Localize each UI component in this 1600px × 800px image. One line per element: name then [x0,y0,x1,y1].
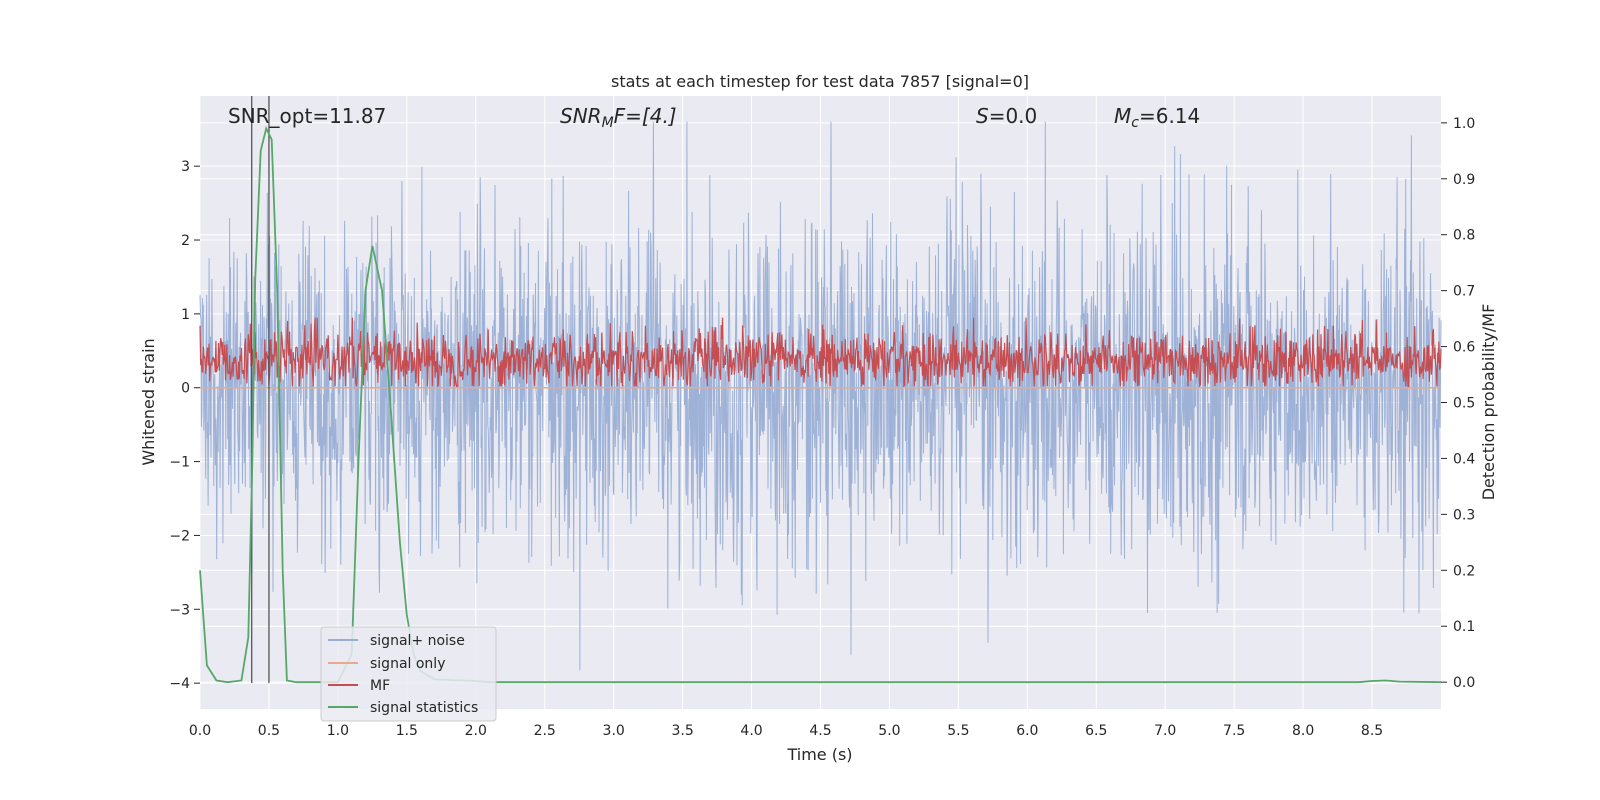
x-tick-label: 0.0 [189,723,211,739]
x-tick-label: 4.5 [809,723,831,739]
vertical-markers [251,96,270,684]
x-tick-label: 6.0 [1016,723,1038,739]
y-tick-label: 2 [181,233,190,249]
x-axis-label: Time (s) [786,745,852,764]
series-signal-noise [199,121,1442,671]
y-tick-label: 0 [181,381,190,397]
y-right-tick-label: 0.8 [1453,228,1475,244]
y-right-axis-ticks: 1.0 0.9 0.8 0.7 0.6 0.5 0.4 0.3 0.2 0.1 0.0 [1441,116,1475,691]
series-line-mf [199,317,1442,389]
x-tick-label: 4.0 [740,723,762,739]
x-tick-label: 7.5 [1223,723,1245,739]
y-axis-label: Whitened strain [139,338,158,465]
x-axis-ticks: 0.0 0.5 1.0 1.5 2.0 2.5 3.0 3.5 4.0 4.5 5.0 5.5 6.0 6… [189,723,1383,739]
y-axis-ticks: 3 2 1 0 −1 −2 −3 −4 [169,159,200,692]
x-tick-label: 0.5 [258,723,280,739]
series-signal-statistics [199,125,1442,684]
y-tick-label: 1 [181,307,190,323]
y-tick-label: −4 [169,676,190,692]
y-right-tick-label: 0.6 [1453,340,1475,356]
x-tick-label: 7.0 [1154,723,1176,739]
y-tick-label: −1 [169,455,190,471]
x-tick-label: 5.0 [878,723,900,739]
x-tick-label: 8.0 [1292,723,1314,739]
annotation-snr-mf: SNRMF=[4.] [560,104,677,131]
y-right-tick-label: 0.0 [1453,675,1475,691]
x-tick-label: 8.5 [1361,723,1383,739]
y-right-tick-label: 0.9 [1453,172,1475,188]
y-tick-label: −3 [169,602,190,618]
chart-title: stats at each timestep for test data 785… [611,72,1029,91]
y-tick-label: 3 [181,159,190,175]
legend-label-signal-noise: signal+ noise [370,633,465,649]
y-tick-label: −2 [169,528,190,544]
y-right-tick-label: 0.5 [1453,396,1475,412]
y-right-tick-label: 0.1 [1453,619,1475,635]
series-line-signal-statistics [199,125,1442,684]
annotation-mc: Mc=6.14 [1114,104,1200,131]
y-right-tick-label: 0.7 [1453,284,1475,300]
y-right-axis-label: Detection probability/MF [1479,304,1498,501]
legend-box [320,626,497,722]
x-tick-label: 3.0 [603,723,625,739]
x-tick-label: 3.5 [671,723,693,739]
legend-label-signal-only: signal only [370,656,445,672]
series-mf [199,317,1442,389]
legend: signal+ noise signal only MF signal stat… [320,626,497,722]
x-tick-label: 2.5 [534,723,556,739]
legend-label-signal-statistics: signal statistics [370,700,478,716]
x-tick-label: 1.5 [396,723,418,739]
x-tick-label: 1.0 [327,723,349,739]
y-right-tick-label: 0.3 [1453,507,1475,523]
annotation-snr-opt: SNR_opt=11.87 [228,104,386,128]
x-tick-label: 2.0 [465,723,487,739]
y-right-tick-label: 0.4 [1453,451,1475,467]
x-tick-label: 5.5 [947,723,969,739]
series-line-signal-noise [199,121,1442,671]
legend-label-mf: MF [370,678,390,694]
annotation-s: S=0.0 [976,104,1037,128]
y-right-tick-label: 1.0 [1453,116,1475,132]
y-right-tick-label: 0.2 [1453,563,1475,579]
x-tick-label: 6.5 [1085,723,1107,739]
